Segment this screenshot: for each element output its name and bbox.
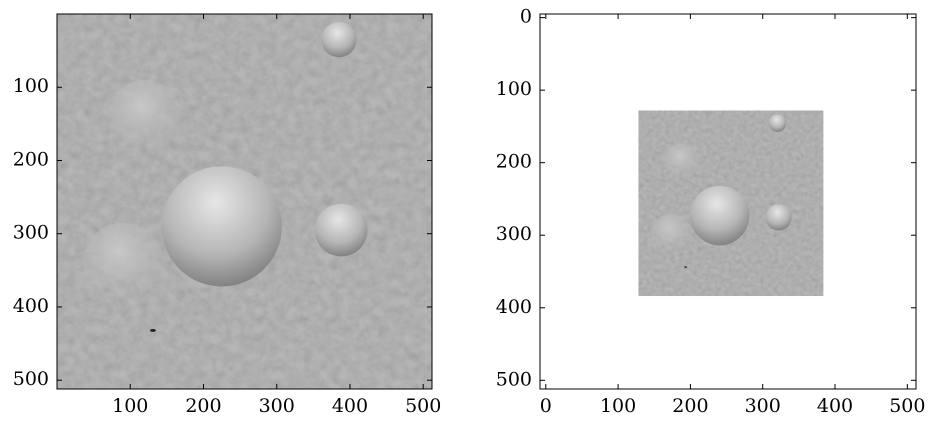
y-tick-label: 200 xyxy=(496,151,532,173)
y-tick-label: 200 xyxy=(13,148,49,170)
x-tick-label: 200 xyxy=(672,395,708,417)
y-tick-label: 0 xyxy=(520,6,532,28)
x-tick-label: 200 xyxy=(185,395,221,417)
axes-frame xyxy=(539,13,917,390)
y-tick-label: 400 xyxy=(13,295,49,317)
x-tick-label: 100 xyxy=(600,395,636,417)
y-tick-label: 500 xyxy=(496,368,532,390)
x-tick-label: 100 xyxy=(112,395,148,417)
image xyxy=(638,110,823,296)
y-tick-label: 300 xyxy=(496,223,532,245)
x-tick-label: 300 xyxy=(259,395,295,417)
x-tick-label: 0 xyxy=(540,395,552,417)
y-tick-label: 400 xyxy=(496,296,532,318)
x-tick-label: 500 xyxy=(889,395,925,417)
x-tick-label: 400 xyxy=(817,395,853,417)
axes-frame xyxy=(56,13,433,390)
y-tick-label: 100 xyxy=(13,75,49,97)
y-tick-label: 100 xyxy=(496,78,532,100)
x-tick-label: 400 xyxy=(332,395,368,417)
x-tick-label: 500 xyxy=(405,395,441,417)
x-tick-label: 300 xyxy=(745,395,781,417)
y-tick-label: 500 xyxy=(13,368,49,390)
image xyxy=(57,14,432,389)
y-tick-label: 300 xyxy=(13,222,49,244)
